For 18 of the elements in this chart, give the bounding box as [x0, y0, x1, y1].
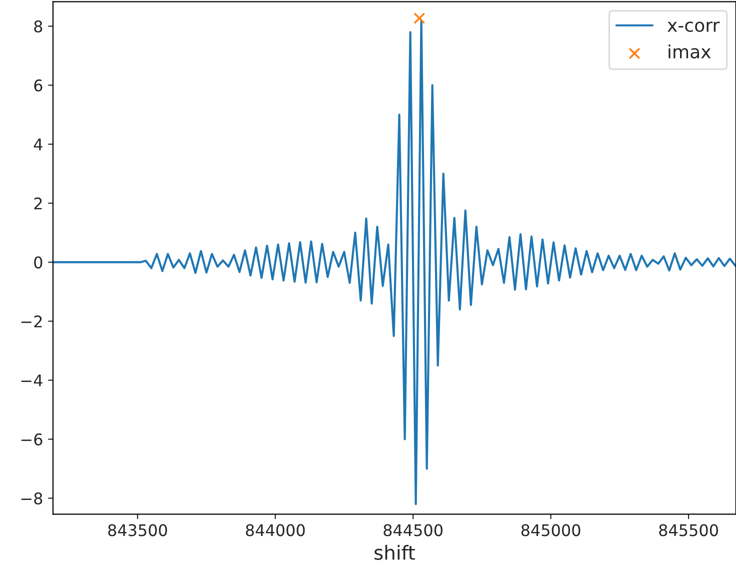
y-tick-label: −4	[21, 374, 42, 386]
y-tick-label: −6	[21, 433, 42, 446]
line-series	[52, 19, 736, 506]
legend-label: imax	[668, 44, 711, 58]
x-tick-label: 844500	[384, 524, 442, 536]
x-tick-label: 845500	[659, 524, 718, 536]
y-tick-label: 8	[34, 20, 42, 33]
legend-label: x-corr	[667, 22, 720, 32]
y-tick-label: 6	[34, 79, 42, 92]
y-tick-label: 2	[34, 197, 42, 210]
x-tick-label: 845000	[521, 524, 580, 536]
y-tick-label: −2	[21, 315, 42, 328]
y-tick-label: 0	[34, 256, 42, 269]
x-axis-title: shift	[374, 544, 415, 560]
x-tick-label: 843500	[108, 524, 167, 536]
y-tick-label: −8	[21, 492, 42, 505]
x-tick-label: 844000	[246, 524, 305, 536]
y-tick-label: 4	[34, 138, 42, 150]
